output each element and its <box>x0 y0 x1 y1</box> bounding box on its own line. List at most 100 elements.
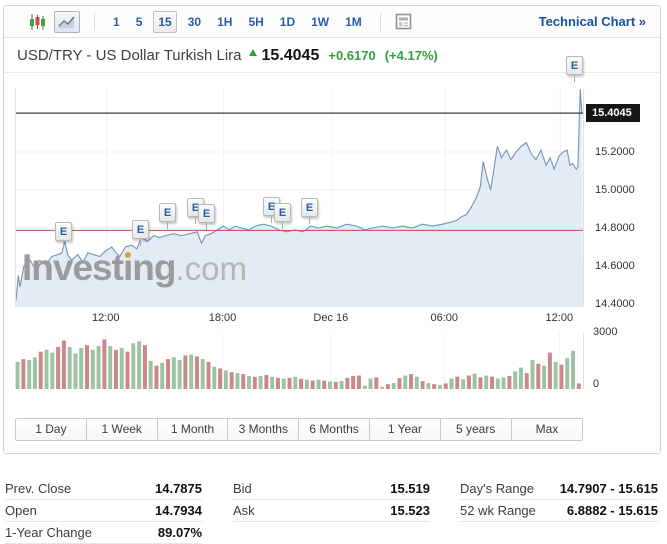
quote-label: 52 wk Range <box>460 503 536 518</box>
volume-bar <box>391 383 396 389</box>
price-chart[interactable] <box>15 89 584 307</box>
volume-bar <box>189 354 194 389</box>
range-button-6-months[interactable]: 6 Months <box>299 419 370 440</box>
volume-bar <box>449 378 454 389</box>
volume-bar <box>565 358 570 389</box>
quote-column: Bid 15.519 Ask 15.523 <box>233 478 430 522</box>
volume-axis-min: 0 <box>593 378 600 390</box>
volume-bar <box>160 362 165 389</box>
range-buttons: 1 Day 1 Week 1 Month 3 Months 6 Months 1 Year… <box>15 418 584 441</box>
volume-bar <box>200 359 205 389</box>
volume-bar <box>345 377 350 389</box>
investing-watermark: Investı ng.com <box>22 247 247 288</box>
volume-bar <box>113 349 118 389</box>
time-axis-label: Dec 16 <box>313 312 349 324</box>
volume-bar <box>264 375 269 389</box>
interval-button-1[interactable]: 1 <box>113 14 120 29</box>
volume-bar <box>194 356 199 389</box>
volume-bar <box>559 364 564 389</box>
volume-bar <box>385 384 390 389</box>
event-marker-stem <box>140 239 141 246</box>
interval-button-1h[interactable]: 1H <box>217 14 233 29</box>
event-marker[interactable]: E <box>198 204 215 230</box>
interval-button-1d[interactable]: 1D <box>279 14 296 29</box>
range-button-1-year[interactable]: 1 Year <box>369 419 441 440</box>
time-axis-label: 06:00 <box>430 312 458 324</box>
volume-chart[interactable] <box>15 333 584 389</box>
news-icon <box>395 13 412 30</box>
volume-bar <box>27 360 32 389</box>
range-button-1-month[interactable]: 1 Month <box>157 419 229 440</box>
toolbar-divider <box>94 12 95 31</box>
volume-bar <box>131 343 136 389</box>
interval-button-1w[interactable]: 1W <box>311 14 330 29</box>
volume-bar <box>281 378 286 389</box>
volume-bar <box>229 372 234 389</box>
price-axis-label: 14.6000 <box>595 260 635 272</box>
volume-bar <box>443 383 448 389</box>
volume-bar <box>397 378 402 389</box>
range-button-1-week[interactable]: 1 Week <box>86 419 158 440</box>
volume-bar <box>380 386 385 389</box>
event-marker[interactable]: E <box>132 220 149 246</box>
volume-bar <box>455 376 460 389</box>
range-button-1-day[interactable]: 1 Day <box>16 419 87 440</box>
event-marker-stem <box>167 222 168 229</box>
volume-bar <box>79 347 84 389</box>
volume-bar <box>293 376 298 389</box>
interval-button-5[interactable]: 5 <box>135 14 143 29</box>
quote-row: Ask 15.523 <box>233 500 430 522</box>
up-arrow-icon <box>248 49 257 56</box>
event-marker-stem <box>271 216 272 223</box>
volume-bar <box>166 359 171 389</box>
quote-label: Bid <box>233 481 252 496</box>
interval-button-15[interactable]: 15 <box>153 10 177 33</box>
volume-bar <box>501 377 506 389</box>
quote-label: Ask <box>233 503 255 518</box>
volume-bar <box>148 361 153 389</box>
volume-bar <box>218 368 223 389</box>
technical-chart-link[interactable]: Technical Chart » <box>538 14 646 29</box>
event-marker[interactable]: E <box>301 198 318 224</box>
volume-bar <box>536 363 541 389</box>
event-marker[interactable]: E <box>274 203 291 229</box>
event-marker[interactable]: E <box>566 56 583 82</box>
quote-value: 14.7875 <box>155 481 202 496</box>
range-button-5-years[interactable]: 5 years <box>440 419 512 440</box>
event-marker-stem <box>206 223 207 230</box>
candlestick-chart-button[interactable] <box>24 11 50 33</box>
time-axis: 12:00 18:00 Dec 16 06:00 12:00 <box>15 312 584 326</box>
volume-bar <box>252 376 257 389</box>
volume-bar <box>212 366 217 389</box>
price-axis-label: 15.0000 <box>595 184 635 196</box>
quote-value: 6.8882 - 15.615 <box>566 503 658 518</box>
volume-bar <box>270 376 275 389</box>
volume-bar <box>414 376 419 389</box>
event-marker-stem <box>309 217 310 224</box>
range-button-max[interactable]: Max <box>511 419 583 440</box>
volume-bar <box>142 345 147 389</box>
volume-bar <box>576 383 581 389</box>
quote-label: Open <box>5 503 37 518</box>
interval-button-5h[interactable]: 5H <box>248 14 264 29</box>
volume-bar <box>56 347 61 389</box>
volume-bar <box>356 375 361 389</box>
interval-button-30[interactable]: 30 <box>187 14 202 29</box>
volume-bar <box>368 378 373 389</box>
volume-bar <box>426 383 431 389</box>
volume-bar <box>310 380 315 389</box>
volume-bar <box>21 359 26 389</box>
event-marker[interactable]: E <box>55 222 72 248</box>
news-events-button[interactable] <box>391 11 417 33</box>
line-chart-button[interactable] <box>54 10 80 33</box>
quote-value: 15.519 <box>390 481 430 496</box>
chart-toolbar: 1 5 15 30 1H 5H 1D 1W 1M Technical Chart » <box>4 6 660 38</box>
volume-bar <box>472 373 477 389</box>
interval-button-1m[interactable]: 1M <box>345 14 362 29</box>
event-marker[interactable]: E <box>159 203 176 229</box>
range-button-3-months[interactable]: 3 Months <box>228 419 300 440</box>
volume-bar <box>275 377 280 389</box>
volume-bar <box>38 351 43 389</box>
volume-bar <box>478 377 483 389</box>
volume-bar <box>351 375 356 389</box>
